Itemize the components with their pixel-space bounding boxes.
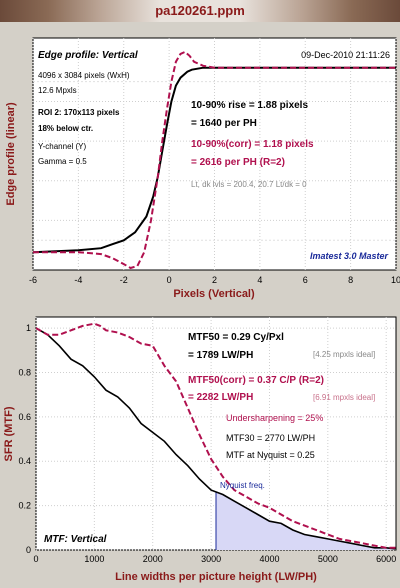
mtf-undersharpening: Undersharpening = 25% [226,413,323,423]
edge-x-tick-label: 8 [348,275,353,285]
edge-gamma-note: Gamma = 0.5 [38,157,87,166]
mtf-series-group [36,322,396,550]
mtf-x-tick-label: 5000 [318,554,338,564]
mtf-y-tick-label: 0.4 [18,456,31,466]
edge-x-tick-label: -4 [74,275,82,285]
mtf-nyquist-fill-group [215,491,396,550]
edge-mpxls-note: 12.6 Mpxls [38,86,77,95]
edge-x-axis-label: Pixels (Vertical) [173,288,255,300]
mtf-x-tick-label: 1000 [84,554,104,564]
edge-channel-note: Y-channel (Y) [38,142,87,151]
edge-y-axis-label: Edge profile (linear) [5,102,17,206]
edge-title: Edge profile: Vertical [38,50,138,61]
edge-x-tick-label: -2 [120,275,128,285]
edge-levels: Lt, dk lvls = 200.4, 20.7 Lt/dk = 0 [191,180,307,189]
mtf-x-tick-label: 0 [33,554,38,564]
mtf-y-tick-label: 0.6 [18,412,31,422]
mtf-series-measured [36,327,396,550]
mtf-y-tick-label: 0.8 [18,367,31,377]
edge-x-tick-label: 4 [257,275,262,285]
edge-x-tick-label: 6 [303,275,308,285]
edge-series-corrected [33,50,396,270]
window-title: pa120261.ppm [155,3,245,18]
mtf50-corr: MTF50(corr) = 0.37 C/P (R=2) [188,375,324,386]
mtf-grid [35,317,396,551]
mtf-title: MTF: Vertical [44,534,107,545]
edge-x-tick-label: 10 [391,275,400,285]
mtf-ideal-2: [6.91 mpxls ideal] [313,393,375,402]
edge-x-ticks: -6 -4 -2 0 2 4 6 8 10 [29,275,400,285]
mtf-y-ticks: 0 0.2 0.4 0.6 0.8 1 [18,323,31,555]
nyquist-fill [216,491,396,550]
edge-timestamp: 09-Dec-2010 21:11:26 [301,50,390,60]
mtf-x-ticks: 0 1000 2000 3000 4000 5000 6000 [33,554,396,564]
mtf-y-axis-label: SFR (MTF) [3,406,15,461]
edge-rise-corr-ph: = 2616 per PH (R=2) [191,157,285,168]
title-strip [0,0,400,22]
mtf50-corr-ph: = 2282 LW/PH [188,392,253,403]
mtf-x-tick-label: 2000 [143,554,163,564]
mtf50: MTF50 = 0.29 Cy/Pxl [188,332,284,343]
edge-grid [32,38,397,270]
mtf-x-tick-label: 3000 [201,554,221,564]
mtf-y-tick-label: 0.2 [18,501,31,511]
mtf-series-corrected [36,322,396,549]
edge-roi-note: ROI 2: 170x113 pixels [38,108,120,117]
mtf-ideal-1: [4.25 mpxls ideal] [313,350,375,359]
edge-x-tick-label: 0 [167,275,172,285]
edge-series-group [33,50,396,270]
mtf30: MTF30 = 2770 LW/PH [226,433,315,443]
mtf-y-tick-label: 1 [26,323,31,333]
mtf-y-tick-label: 0 [26,545,31,555]
nyquist-label: Nyquist freq. [220,481,265,490]
edge-rise-corr: 10-90%(corr) = 1.18 pixels [191,139,314,150]
mtf-x-tick-label: 6000 [376,554,396,564]
edge-x-tick-label: -6 [29,275,37,285]
edge-watermark: Imatest 3.0 Master [310,251,389,261]
mtf-x-axis-label: Line widths per picture height (LW/PH) [115,571,317,583]
edge-below-note: 18% below ctr. [38,124,93,133]
edge-rise-ph: = 1640 per PH [191,118,257,129]
edge-rise: 10-90% rise = 1.88 pixels [191,100,308,111]
mtf-x-tick-label: 4000 [259,554,279,564]
edge-x-tick-label: 2 [212,275,217,285]
edge-size-note: 4096 x 3084 pixels (WxH) [38,71,130,80]
edge-plot-area [32,37,397,271]
mtf50-ph: = 1789 LW/PH [188,350,253,361]
mtf-at-nyquist: MTF at Nyquist = 0.25 [226,450,315,460]
